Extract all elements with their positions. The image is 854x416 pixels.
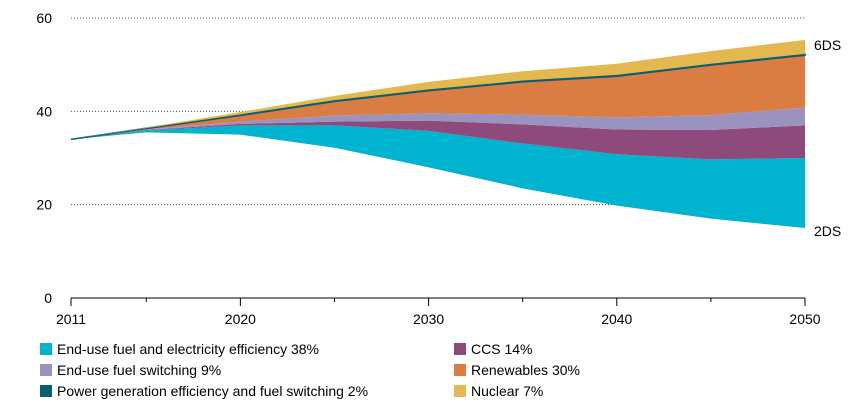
x-tick-label: 2030 <box>413 311 444 327</box>
legend-item: Nuclear 7% <box>454 383 543 399</box>
x-tick-label: 2050 <box>789 311 820 327</box>
series-area <box>71 120 805 160</box>
y-tick-label: 0 <box>44 290 52 306</box>
legend-item: Power generation efficiency and fuel swi… <box>40 383 368 399</box>
y-tick-label: 20 <box>36 197 52 213</box>
legend-item: End-use fuel and electricity efficiency … <box>40 341 319 357</box>
legend-label: Nuclear 7% <box>471 383 543 399</box>
series-area <box>71 125 805 228</box>
end-labels: 6DS 2DS <box>814 37 841 239</box>
end-label-2ds: 2DS <box>814 223 841 239</box>
legend-label: End-use fuel switching 9% <box>57 362 221 378</box>
legend-label: End-use fuel and electricity efficiency … <box>57 341 319 357</box>
legend-swatch <box>40 364 52 376</box>
y-tick-label: 40 <box>36 103 52 119</box>
y-tick-label: 60 <box>36 10 52 26</box>
legend-swatch <box>454 343 466 355</box>
series-areas <box>70 39 806 228</box>
x-tick-labels: 2011 2020 2030 2040 2050 <box>56 311 821 327</box>
series-area <box>71 107 805 140</box>
legend-item: Renewables 30% <box>454 362 580 378</box>
x-tick-label: 2040 <box>601 311 632 327</box>
legend-swatch <box>454 364 466 376</box>
legend-swatch <box>40 385 52 397</box>
series-area <box>71 39 805 140</box>
legend-label: CCS 14% <box>471 341 532 357</box>
end-label-6ds: 6DS <box>814 37 841 53</box>
legend-item: End-use fuel switching 9% <box>40 362 221 378</box>
legend-item: CCS 14% <box>454 341 532 357</box>
legend-swatch <box>40 343 52 355</box>
legend-label: Renewables 30% <box>471 362 580 378</box>
axes <box>70 297 806 306</box>
x-tick-label: 2011 <box>56 311 86 327</box>
legend: End-use fuel and electricity efficiency … <box>40 341 580 399</box>
series-area <box>70 53 806 141</box>
legend-label: Power generation efficiency and fuel swi… <box>57 383 368 399</box>
y-tick-labels: 0 20 40 60 <box>36 10 52 306</box>
legend-swatch <box>454 385 466 397</box>
x-tick-label: 2020 <box>225 311 256 327</box>
